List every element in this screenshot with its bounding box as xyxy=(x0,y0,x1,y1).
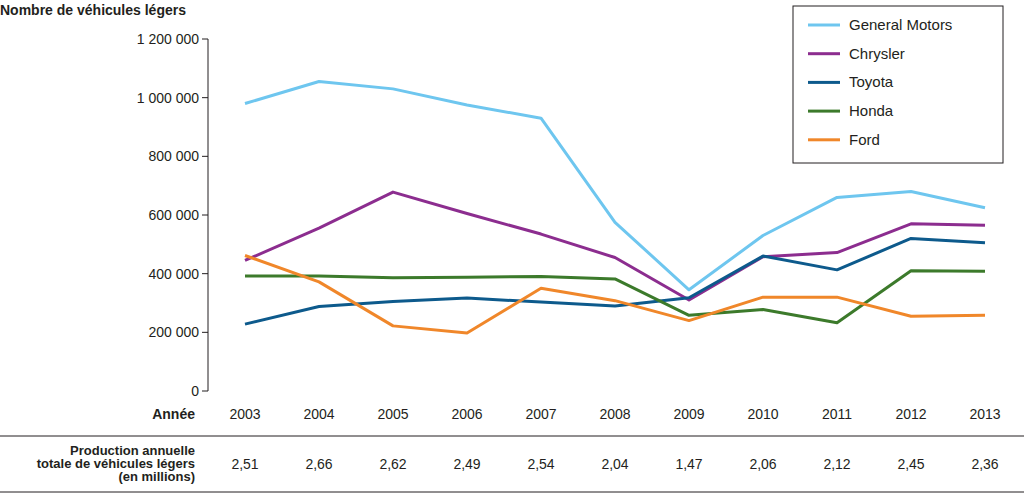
legend-label: General Motors xyxy=(849,16,952,33)
production-value: 1,47 xyxy=(675,456,702,472)
x-axis-label: Année xyxy=(152,406,195,422)
table-rule xyxy=(0,492,1024,493)
x-tick-label: 2008 xyxy=(599,406,630,422)
y-tick-label: 1 000 000 xyxy=(137,90,199,106)
y-tick xyxy=(202,391,208,392)
series-line xyxy=(245,192,985,300)
y-axis-label: Nombre de véhicules légers xyxy=(0,2,186,18)
legend-box xyxy=(793,6,1003,163)
production-value: 2,66 xyxy=(305,456,332,472)
x-tick-label: 2004 xyxy=(303,406,334,422)
production-value: 2,62 xyxy=(379,456,406,472)
y-tick-label: 200 000 xyxy=(148,324,199,340)
production-value: 2,54 xyxy=(527,456,554,472)
production-value: 2,04 xyxy=(601,456,628,472)
x-tick-label: 2010 xyxy=(747,406,778,422)
legend-label: Chrysler xyxy=(849,45,905,62)
y-tick-label: 600 000 xyxy=(148,207,199,223)
x-tick-label: 2011 xyxy=(822,406,852,422)
y-tick xyxy=(202,332,208,333)
production-label: Production annuelletotale de véhicules l… xyxy=(37,443,195,484)
y-tick xyxy=(202,97,208,98)
production-value: 2,36 xyxy=(971,456,998,472)
legend-swatch xyxy=(808,24,840,27)
y-tick-label: 1 200 000 xyxy=(137,31,199,47)
production-value: 2,12 xyxy=(823,456,850,472)
legend-swatch xyxy=(808,110,840,113)
legend-swatch xyxy=(808,52,840,55)
series-line xyxy=(245,271,985,323)
legend-label: Toyota xyxy=(849,73,894,90)
x-tick-label: 2006 xyxy=(451,406,482,422)
x-tick-label: 2005 xyxy=(377,406,408,422)
series-line xyxy=(245,238,985,324)
series-line xyxy=(245,255,985,332)
legend-label: Honda xyxy=(849,102,894,119)
chart: Nombre de véhicules légers 0 200 000 400 00… xyxy=(0,0,1024,496)
legend-swatch xyxy=(808,81,840,84)
x-tick-label: 2003 xyxy=(229,406,260,422)
production-value: 2,51 xyxy=(231,456,258,472)
production-value: 2,49 xyxy=(453,456,480,472)
y-tick xyxy=(202,215,208,216)
x-tick-label: 2009 xyxy=(673,406,704,422)
y-tick xyxy=(202,156,208,157)
table-rule xyxy=(0,436,1024,437)
legend-swatch xyxy=(808,138,840,141)
legend-label: Ford xyxy=(849,131,880,148)
production-value: 2,45 xyxy=(897,456,924,472)
production-value: 2,06 xyxy=(749,456,776,472)
y-tick xyxy=(202,39,208,40)
x-tick-label: 2012 xyxy=(895,406,926,422)
x-tick-label: 2007 xyxy=(525,406,556,422)
y-tick-label: 800 000 xyxy=(148,148,199,164)
y-tick-label: 400 000 xyxy=(148,266,199,282)
y-tick xyxy=(202,273,208,274)
y-tick-label: 0 xyxy=(191,383,199,399)
x-tick-label: 2013 xyxy=(969,406,1000,422)
